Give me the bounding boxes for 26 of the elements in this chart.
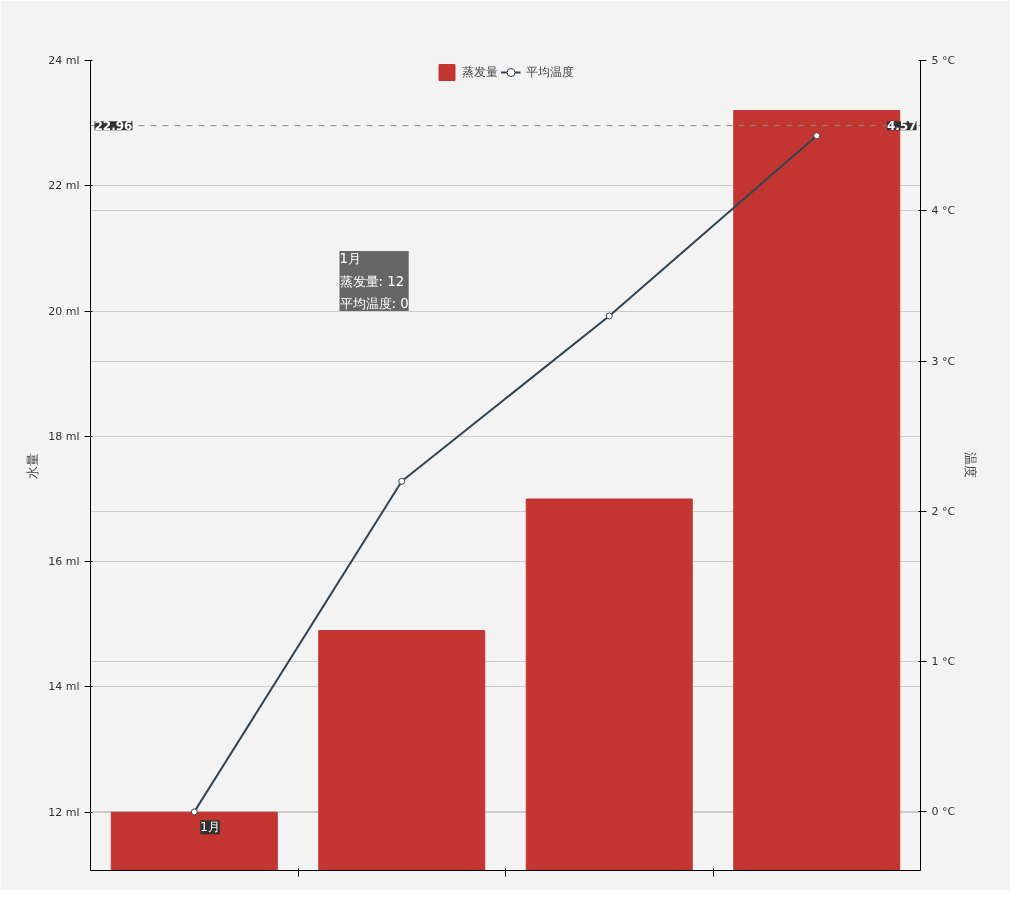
annotation: 蒸发量: 12 [339,273,405,289]
y-tick-label: 12 ml [48,805,80,819]
point [190,808,198,816]
y2-tick-label: 1 °C [931,655,956,669]
point [813,132,821,140]
y-axis-title: 水量 [25,452,41,479]
point [605,312,613,320]
y2-tick-label: 5 °C [931,54,956,67]
legend-label: 蒸发量 [461,63,498,81]
y2-tick-label: 3 °C [931,354,956,368]
y-tick-label: 14 ml [48,680,80,694]
annotation: 平均温度: 0 [339,296,409,312]
y2-tick-label: 2 °C [931,504,956,518]
y-tick-label: 16 ml [48,555,80,569]
y2-axis-title: 温度 [963,452,979,479]
y-tick-label: 18 ml [48,429,80,443]
y2-tick-label: 0 °C [931,805,956,819]
annotation: 1月 [339,251,361,267]
y-tick-label: 20 ml [48,304,80,318]
point [398,477,406,485]
y-tick-label: 24 ml [48,54,80,67]
y-tick-label: 22 ml [48,179,80,193]
legend-label: 平均温度 [525,63,574,81]
ref-line-label: 22.96 [94,119,133,134]
annotation: 4.57 [886,119,917,134]
y2-tick-label: 4 °C [931,204,956,218]
